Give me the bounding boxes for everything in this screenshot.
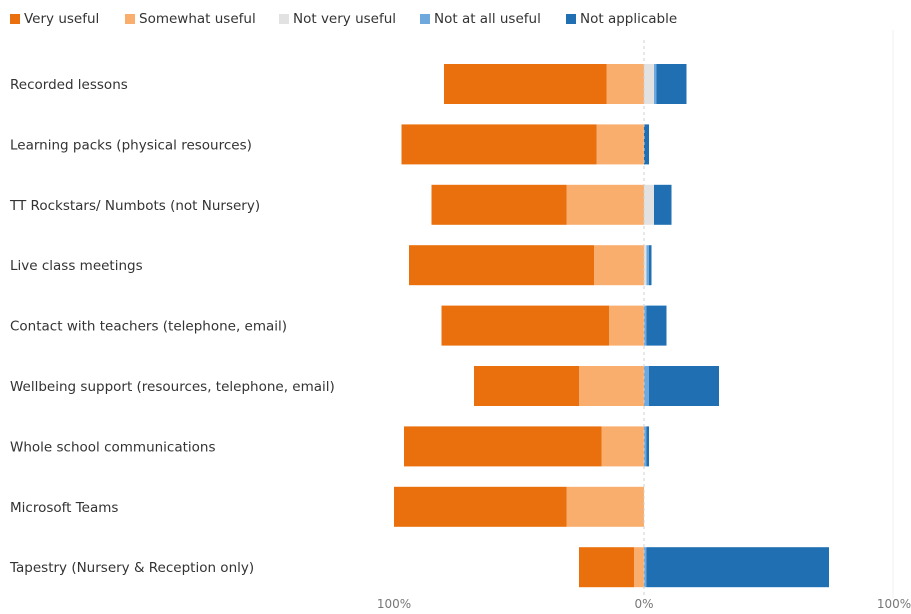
category-label: Recorded lessons: [10, 77, 128, 93]
bar-segment: [594, 245, 644, 286]
bar-segment: [566, 184, 644, 225]
legend-label: Somewhat useful: [139, 11, 256, 27]
category-label: TT Rockstars/ Numbots (not Nursery): [9, 198, 260, 214]
bar-segment: [646, 245, 649, 286]
category-label: Tapestry (Nursery & Reception only): [9, 560, 254, 576]
bar-segment: [441, 305, 609, 346]
x-tick-label: 100%: [877, 597, 911, 611]
bar-segment: [404, 426, 602, 467]
legend-label: Very useful: [24, 11, 99, 27]
bar-segment: [566, 486, 644, 527]
bar-segment: [646, 426, 649, 467]
bar-segment: [644, 426, 647, 467]
legend-swatch: [420, 14, 430, 24]
bar-segment: [646, 305, 667, 346]
category-label: Whole school communications: [10, 439, 216, 455]
bar-segment: [644, 547, 647, 588]
legend-label: Not at all useful: [434, 11, 541, 27]
legend-swatch: [279, 14, 289, 24]
bar-segment: [609, 305, 644, 346]
bar-segment: [644, 184, 654, 225]
legend: Very useful Somewhat useful Not very usefu…: [10, 11, 677, 27]
bar-segment: [394, 486, 567, 527]
x-tick-label: 100%: [377, 597, 411, 611]
bar-segment: [649, 366, 719, 406]
category-label: Wellbeing support (resources, telephone,…: [10, 379, 335, 395]
legend-swatch: [125, 14, 135, 24]
bar-segment: [656, 64, 687, 104]
bar-segment: [644, 305, 647, 346]
category-label: Contact with teachers (telephone, email): [10, 319, 287, 335]
bar-segment: [644, 366, 649, 406]
legend-label: Not very useful: [293, 11, 396, 27]
bar-segment: [444, 64, 607, 104]
bar-segment: [409, 245, 594, 286]
bar-segment: [474, 366, 579, 406]
category-label: Microsoft Teams: [10, 500, 118, 516]
bar-segment: [644, 64, 654, 104]
bar-segment: [579, 366, 644, 406]
legend-swatch: [566, 14, 576, 24]
bars: [394, 64, 829, 588]
x-tick-label: 0%: [634, 597, 653, 611]
bar-segment: [644, 245, 647, 286]
bar-segment: [579, 547, 634, 588]
legend-label: Not applicable: [580, 11, 677, 27]
bar-segment: [646, 547, 829, 588]
bar-segment: [654, 64, 657, 104]
bar-segment: [606, 64, 644, 104]
category-labels: Recorded lessons Learning packs (physical…: [9, 77, 335, 576]
bar-segment: [596, 124, 644, 165]
bar-segment: [431, 184, 567, 225]
bar-segment: [401, 124, 597, 165]
category-label: Learning packs (physical resources): [10, 137, 252, 153]
bar-segment: [654, 184, 672, 225]
bar-segment: [649, 245, 652, 286]
bar-segment: [634, 547, 644, 588]
bar-segment: [644, 124, 649, 165]
bar-segment: [601, 426, 644, 467]
legend-swatch: [10, 14, 20, 24]
x-axis-ticks: 100% 0% 100%: [377, 597, 911, 611]
category-label: Live class meetings: [10, 258, 143, 274]
